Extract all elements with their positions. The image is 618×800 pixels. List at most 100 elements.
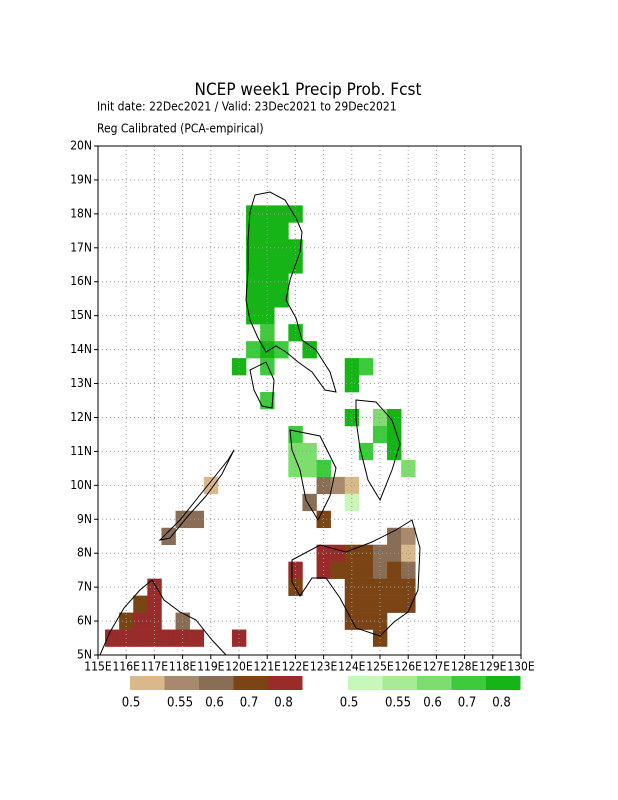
grid-cell (147, 595, 162, 613)
grid-cell (330, 476, 346, 495)
y-tick-label: 13N (70, 376, 92, 390)
grid-cell (316, 476, 331, 495)
subtitle: Init date: 22Dec2021 / Valid: 23Dec2021 … (97, 100, 397, 114)
x-tick-label: 125E (366, 660, 394, 674)
grid-cell (302, 459, 317, 478)
legend: 0.5 0.55 0.6 0.7 0.8 0.5 0.55 0.6 0.7 0.8 (122, 676, 521, 711)
y-tick-label: 19N (70, 172, 92, 186)
grid-cell (246, 341, 261, 359)
x-tick-label: 115E (84, 660, 112, 674)
cells (105, 205, 416, 647)
grid-cell (189, 629, 205, 647)
grid-cell (372, 612, 388, 630)
x-tick-label: 130E (507, 660, 535, 674)
grid-cell (133, 595, 148, 613)
grid-cell (372, 408, 388, 427)
y-tick-label: 15N (70, 308, 92, 322)
grid-cell (189, 510, 205, 529)
grid-cell (288, 239, 303, 257)
x-tick-label: 116E (112, 660, 140, 674)
grid-cell (302, 442, 317, 461)
x-tick-label: 118E (169, 660, 197, 674)
grid-cell (246, 222, 261, 240)
grid-cell (372, 595, 388, 613)
legend-label: 0.55 (385, 696, 411, 711)
x-tick-label: 123E (310, 660, 338, 674)
mindoro (249, 361, 275, 409)
grid-cell (246, 290, 261, 308)
y-tick-label: 7N (77, 580, 92, 594)
grid-cell (358, 561, 374, 579)
grid-cell (260, 273, 275, 291)
y-tick-label: 12N (70, 410, 92, 424)
legend-label: 0.8 (274, 696, 293, 711)
luzon (245, 191, 337, 393)
y-tick-label: 20N (70, 139, 92, 153)
x-tick-label: 129E (479, 660, 507, 674)
legend-label: 0.6 (205, 696, 224, 711)
grid-cell (274, 239, 289, 257)
grid-cell (260, 324, 275, 342)
coastline (99, 191, 421, 656)
mindanao (291, 519, 421, 637)
grid-cell (344, 595, 360, 613)
grid-cell (344, 375, 360, 393)
legend-label: 0.55 (167, 696, 193, 711)
grid-cell (260, 239, 275, 257)
x-tick-label: 117E (141, 660, 169, 674)
grid-cell (316, 459, 331, 478)
grid-cell (330, 561, 346, 579)
grid-cell (344, 476, 360, 495)
grid-cell (372, 544, 388, 562)
grid-cell (302, 341, 317, 359)
grid-cell (274, 205, 289, 223)
y-tick-label: 17N (70, 240, 92, 254)
legend-swatch (130, 676, 165, 690)
grid-cell (387, 561, 402, 579)
grid-cell (372, 578, 388, 596)
grid-cell (274, 290, 289, 308)
x-tick-label: 124E (338, 660, 366, 674)
x-tick-label: 128E (451, 660, 479, 674)
grid-cell (161, 527, 176, 546)
grid-cell (246, 239, 261, 257)
legend-swatch (199, 676, 234, 690)
y-tick-label: 11N (70, 444, 92, 458)
grid-cell (302, 493, 317, 512)
panay-negros (289, 429, 337, 522)
legend-label: 0.7 (458, 696, 477, 711)
x-tick-label: 126E (394, 660, 422, 674)
grid-cell (133, 612, 148, 630)
grid-cell (358, 358, 374, 376)
legend-swatch (382, 676, 417, 690)
x-tick-label: 119E (197, 660, 225, 674)
grid-cell (274, 273, 289, 291)
grid-cell (401, 578, 416, 596)
title: NCEP week1 Precip Prob. Fcst (195, 80, 422, 100)
x-tick-label: 127E (423, 660, 451, 674)
grid-cell (260, 256, 275, 274)
x-tick-label: 120E (225, 660, 253, 674)
grid-cell (401, 459, 416, 478)
grid-cell (401, 595, 416, 613)
legend-swatch (348, 676, 383, 690)
grid-cell (401, 544, 416, 562)
legend-label: 0.6 (423, 696, 442, 711)
grid-cell (344, 578, 360, 596)
y-tick-label: 14N (70, 342, 92, 356)
y-tick-label: 5N (77, 648, 92, 662)
grid-cell (260, 307, 275, 325)
grid-cell (260, 392, 275, 410)
legend-swatch (164, 676, 199, 690)
legend-swatch (451, 676, 486, 690)
legend-swatch (417, 676, 452, 690)
y-tick-label: 18N (70, 206, 92, 220)
legend-label: 0.8 (492, 696, 511, 711)
y-tick-label: 10N (70, 478, 92, 492)
borneo (99, 579, 227, 656)
grid-cell (316, 544, 331, 562)
grid-cell (161, 629, 176, 647)
grid-cell (344, 544, 360, 562)
